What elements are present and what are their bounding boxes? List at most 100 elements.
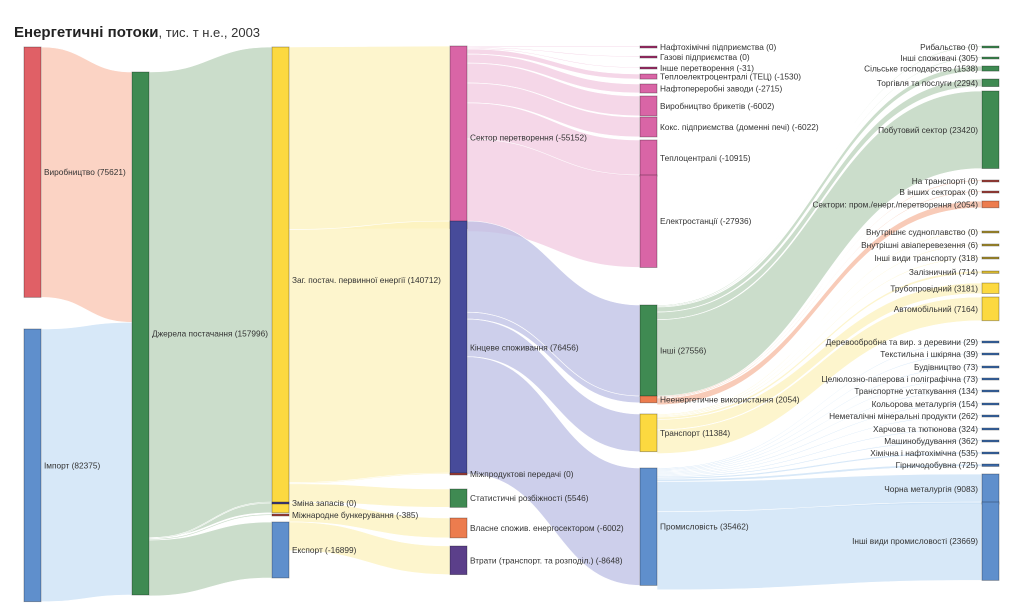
node-pipe[interactable]: [981, 282, 1000, 294]
link-sources-export[interactable]: [148, 521, 273, 597]
node-industry[interactable]: [639, 467, 658, 586]
node-aviat[interactable]: [981, 243, 1000, 247]
nodes-layer: [23, 45, 1000, 603]
node-label-ownuse: Власне спожив. енергосектором (-6002): [470, 523, 624, 533]
node-label-losses: Втрати (транспорт. та розподіл.) (-8648): [470, 555, 623, 565]
node-othcons[interactable]: [981, 56, 1000, 60]
link-tpes-transform[interactable]: [288, 45, 451, 230]
node-trade[interactable]: [981, 78, 1000, 87]
node-road[interactable]: [981, 296, 1000, 322]
node-ne_oth[interactable]: [981, 190, 1000, 194]
link-transform-chp[interactable]: [466, 48, 641, 80]
link-transform-petrochem[interactable]: [466, 45, 641, 48]
node-bunker[interactable]: [271, 513, 290, 517]
node-label-bunker: Міжнародне бункерування (-385): [292, 510, 418, 520]
node-sources[interactable]: [131, 71, 150, 596]
link-import-sources[interactable]: [40, 322, 133, 602]
node-label-interprod: Міжпродуктові передачі (0): [470, 469, 574, 479]
link-transport-road[interactable]: [656, 296, 983, 454]
node-power[interactable]: [639, 174, 658, 268]
node-label-transeq: Транспортне устаткування (134): [854, 386, 978, 396]
link-transform-refin[interactable]: [466, 53, 641, 94]
node-label-road: Автомобільний (7164): [894, 304, 979, 314]
node-mach[interactable]: [981, 439, 1000, 443]
node-ne_ind[interactable]: [981, 200, 1000, 209]
node-navig[interactable]: [981, 230, 1000, 234]
node-label-other: Інші (27556): [660, 346, 707, 356]
link-other-agri[interactable]: [656, 65, 983, 313]
node-othtr[interactable]: [981, 256, 1000, 260]
node-transform[interactable]: [449, 45, 468, 229]
node-other[interactable]: [639, 304, 658, 397]
node-stock[interactable]: [271, 501, 290, 505]
node-food[interactable]: [981, 427, 1000, 431]
node-resid[interactable]: [981, 90, 1000, 169]
node-rail[interactable]: [981, 270, 1000, 274]
node-final[interactable]: [449, 220, 468, 475]
labels-layer: Виробництво (75621) Імпорт (82375) Джерела…: [44, 42, 978, 565]
node-label-mach: Машинобудування (362): [884, 436, 978, 446]
link-tpes-statdiff[interactable]: [288, 483, 451, 508]
chart-title-sub: , тис. т н.е., 2003: [158, 25, 261, 40]
node-label-industry: Промисловість (35462): [660, 522, 749, 532]
link-prod-sources[interactable]: [40, 46, 133, 323]
node-othind[interactable]: [981, 501, 1000, 581]
node-import[interactable]: [23, 328, 42, 603]
node-export[interactable]: [271, 521, 290, 579]
node-transport[interactable]: [639, 413, 658, 453]
link-sources-tpes[interactable]: [148, 46, 273, 539]
node-label-statdiff: Статистичні розбіжності (5546): [470, 493, 589, 503]
node-losses[interactable]: [449, 545, 468, 576]
node-label-steel: Чорна металургія (9083): [884, 484, 978, 494]
node-label-ne_trans: На транспорті (0): [912, 176, 979, 186]
node-petrochem[interactable]: [639, 45, 658, 49]
link-tpes-final[interactable]: [288, 220, 451, 483]
node-ownuse[interactable]: [449, 517, 468, 539]
node-statdiff[interactable]: [449, 488, 468, 508]
node-ne_trans[interactable]: [981, 179, 1000, 183]
node-prod[interactable]: [23, 46, 42, 298]
node-textile[interactable]: [981, 352, 1000, 356]
link-final-industry[interactable]: [466, 356, 641, 586]
node-paper[interactable]: [981, 377, 1000, 381]
node-othtrans[interactable]: [639, 66, 658, 70]
node-mining[interactable]: [981, 463, 1000, 467]
link-industry-mining[interactable]: [656, 463, 983, 482]
node-label-textile: Текстильна і шкіряна (39): [880, 349, 978, 359]
node-constr[interactable]: [981, 365, 1000, 369]
node-label-stock: Зміна запасів (0): [292, 498, 357, 508]
node-label-tpes: Заг. постач. первинної енергії (140712): [292, 275, 441, 285]
link-transform-coke[interactable]: [466, 82, 641, 138]
node-label-coke: Кокс. підприємства (доменні печі) (-6022…: [660, 122, 819, 132]
node-refin[interactable]: [639, 83, 658, 94]
node-chem[interactable]: [981, 451, 1000, 455]
node-chp[interactable]: [639, 73, 658, 80]
node-steel[interactable]: [981, 473, 1000, 505]
node-nonen[interactable]: [639, 395, 658, 404]
node-interprod[interactable]: [449, 472, 468, 476]
node-label-rail: Залізничний (714): [909, 267, 978, 277]
node-heat[interactable]: [639, 139, 658, 177]
node-agri[interactable]: [981, 65, 1000, 72]
node-label-transform: Сектор перетворення (-55152): [470, 132, 587, 142]
node-label-paper: Целюлозно-паперова і поліграфічна (73): [821, 374, 978, 384]
node-coke[interactable]: [639, 116, 658, 138]
node-label-navig: Внутрішнє судноплавство (0): [866, 227, 978, 237]
node-label-transport: Транспорт (11384): [660, 428, 730, 438]
node-label-brik: Виробництво брикетів (-6002): [660, 101, 775, 111]
node-tpes[interactable]: [271, 46, 290, 514]
node-transeq[interactable]: [981, 389, 1000, 393]
node-label-constr: Будівництво (73): [914, 362, 978, 372]
link-transport-pipe[interactable]: [656, 282, 983, 431]
node-fish[interactable]: [981, 45, 1000, 49]
node-nonmet[interactable]: [981, 414, 1000, 418]
node-label-mining: Гірничодобувна (725): [896, 460, 979, 470]
node-nonferr[interactable]: [981, 402, 1000, 406]
chart-title-main: Енергетичні потоки: [14, 24, 159, 41]
node-gasworks[interactable]: [639, 55, 658, 59]
node-label-sources: Джерела постачання (157996): [152, 328, 268, 338]
node-brik[interactable]: [639, 95, 658, 117]
node-label-wood: Деревообробна та вир. з деревини (29): [826, 337, 978, 347]
node-wood[interactable]: [981, 340, 1000, 344]
